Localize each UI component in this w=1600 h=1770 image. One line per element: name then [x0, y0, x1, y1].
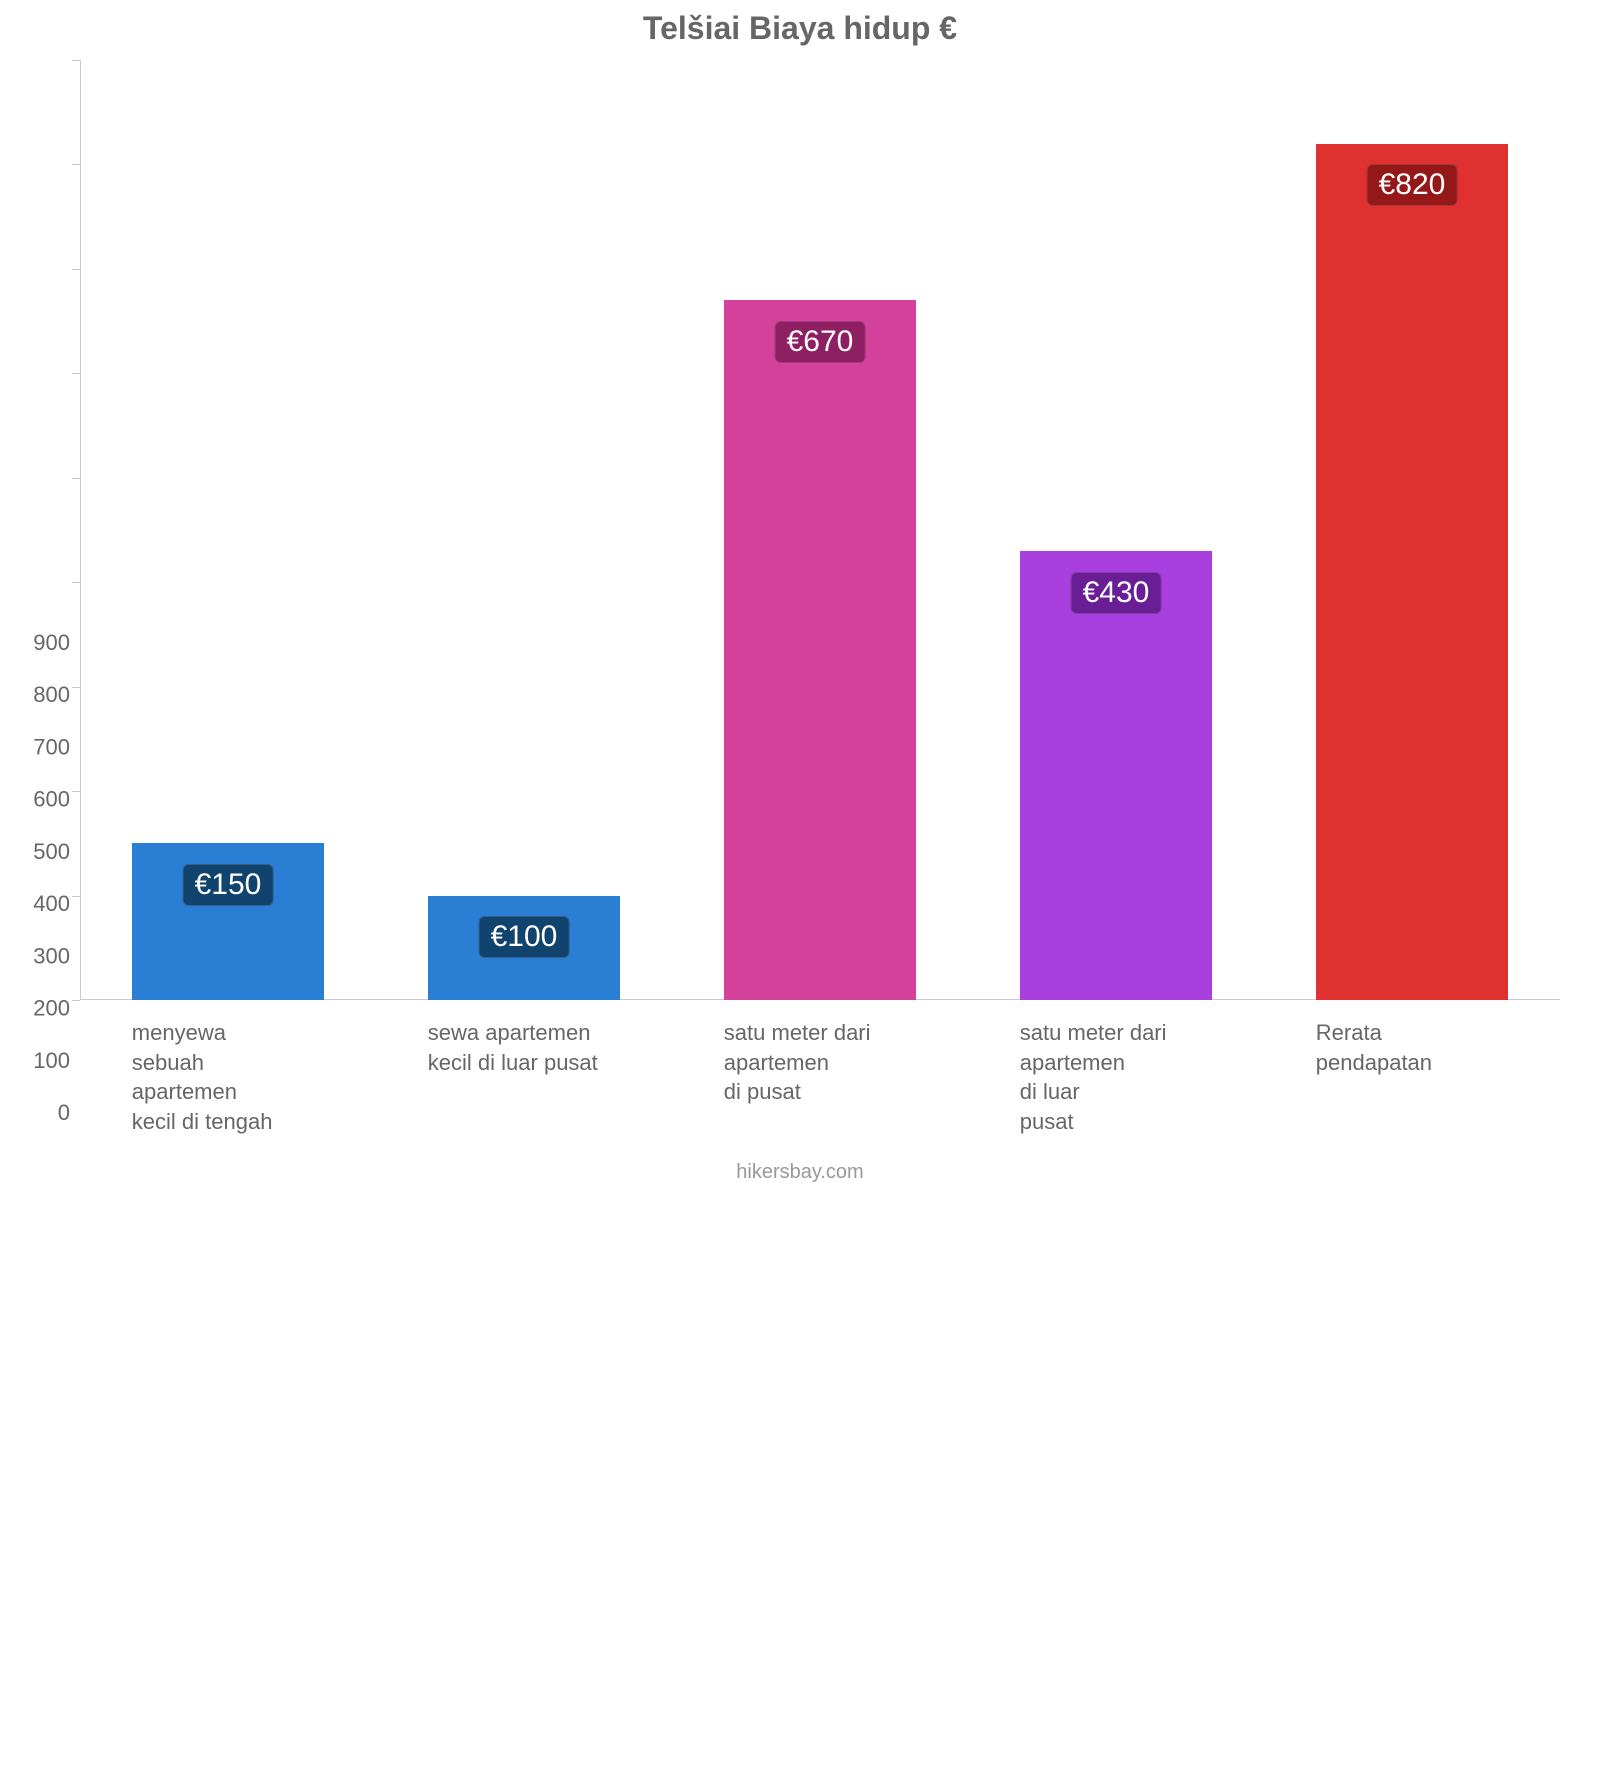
category-label-line: sebuah — [132, 1048, 344, 1078]
y-tick-mark — [72, 1000, 80, 1001]
category-label-line: apartemen — [1020, 1048, 1232, 1078]
chart-title: Telšiai Biaya hidup € — [0, 10, 1600, 47]
value-badge: €100 — [479, 916, 570, 958]
value-badge: €430 — [1071, 572, 1162, 614]
y-tick-mark — [72, 687, 80, 688]
y-tick-mark — [72, 269, 80, 270]
y-axis — [80, 60, 81, 1000]
y-tick-mark — [72, 791, 80, 792]
category-label-line: satu meter dari — [1020, 1018, 1232, 1048]
y-tick-mark — [72, 164, 80, 165]
cost-of-living-chart: Telšiai Biaya hidup € €150 €100 €670 €430 €8… — [0, 0, 1600, 1200]
y-tick-label: 900 — [10, 630, 70, 1770]
y-tick-mark — [72, 373, 80, 374]
bar — [1020, 551, 1212, 1000]
y-tick-mark — [72, 896, 80, 897]
category-label: satu meter dariapartemendi pusat — [724, 1018, 936, 1107]
category-label-line: satu meter dari — [724, 1018, 936, 1048]
category-label-line: apartemen — [724, 1048, 936, 1078]
y-tick-mark — [72, 478, 80, 479]
category-label-line: kecil di luar pusat — [428, 1048, 640, 1078]
y-tick-mark — [72, 582, 80, 583]
credit-text: hikersbay.com — [0, 1161, 1600, 1184]
category-label: menyewasebuahapartemenkecil di tengah — [132, 1018, 344, 1137]
category-label-line: apartemen — [132, 1077, 344, 1107]
category-label-line: pusat — [1020, 1107, 1232, 1137]
category-label-line: di luar — [1020, 1077, 1232, 1107]
bar — [724, 300, 916, 1000]
category-label-line: kecil di tengah — [132, 1107, 344, 1137]
category-label-line: pendapatan — [1316, 1048, 1528, 1078]
value-badge: €150 — [183, 864, 274, 906]
category-label: sewa apartemenkecil di luar pusat — [428, 1018, 640, 1077]
category-label-line: Rerata — [1316, 1018, 1528, 1048]
plot-area: €150 €100 €670 €430 €820 — [80, 60, 1560, 1000]
category-label-line: sewa apartemen — [428, 1018, 640, 1048]
value-badge: €820 — [1367, 164, 1458, 206]
category-label-line: di pusat — [724, 1077, 936, 1107]
value-badge: €670 — [775, 321, 866, 363]
category-label-line: menyewa — [132, 1018, 344, 1048]
bar — [1316, 144, 1508, 1000]
category-label: satu meter dariapartemendi luarpusat — [1020, 1018, 1232, 1137]
y-tick-mark — [72, 60, 80, 61]
category-label: Reratapendapatan — [1316, 1018, 1528, 1077]
